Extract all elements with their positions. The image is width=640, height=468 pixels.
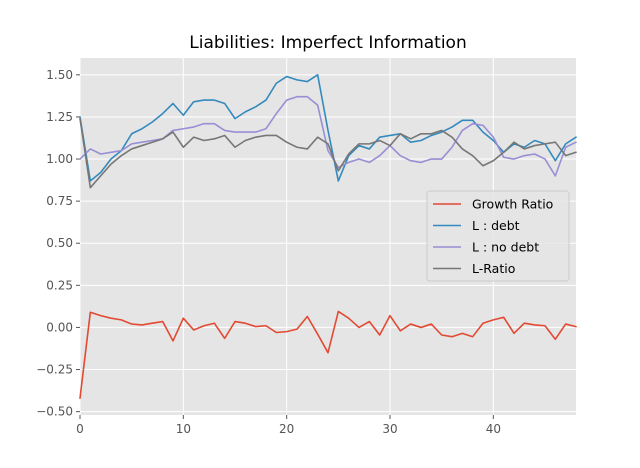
legend-label: L : debt xyxy=(472,218,520,233)
x-tick-label: 30 xyxy=(382,422,397,436)
x-axis: 0 10 20 30 40 xyxy=(76,415,501,436)
y-tick-label: 0.50 xyxy=(46,236,73,250)
x-tick-label: 0 xyxy=(76,422,84,436)
y-tick-label: 0.75 xyxy=(46,194,73,208)
legend-box xyxy=(426,190,570,282)
series-line-l-debt xyxy=(79,74,577,182)
y-tick-label: 0.00 xyxy=(46,320,73,334)
series-lines xyxy=(79,74,577,399)
y-tick-label: 0.25 xyxy=(46,278,73,292)
x-tick-label: 40 xyxy=(486,422,501,436)
y-tick-label: 1.00 xyxy=(46,152,73,166)
legend-label: L : no debt xyxy=(472,240,539,255)
y-tick-label: 1.50 xyxy=(46,68,73,82)
y-tick-label: 1.25 xyxy=(46,110,73,124)
y-tick-label: −0.25 xyxy=(36,363,73,377)
legend-label: L-Ratio xyxy=(472,261,515,276)
legend-label: Growth Ratio xyxy=(472,197,553,212)
y-axis: −0.50 −0.25 0.00 0.25 0.50 0.75 1.00 1.25 1.50 xyxy=(36,68,80,419)
x-tick-label: 10 xyxy=(176,422,191,436)
x-tick-label: 20 xyxy=(279,422,294,436)
series-line-l-ratio xyxy=(79,117,577,189)
y-tick-label: −0.50 xyxy=(36,405,73,419)
chart-title: Liabilities: Imperfect Information xyxy=(189,33,467,53)
grid xyxy=(79,58,576,415)
legend: Growth Ratio L : debt L : no debt L-Ratio xyxy=(426,190,570,282)
series-line-growth-ratio xyxy=(79,310,577,399)
